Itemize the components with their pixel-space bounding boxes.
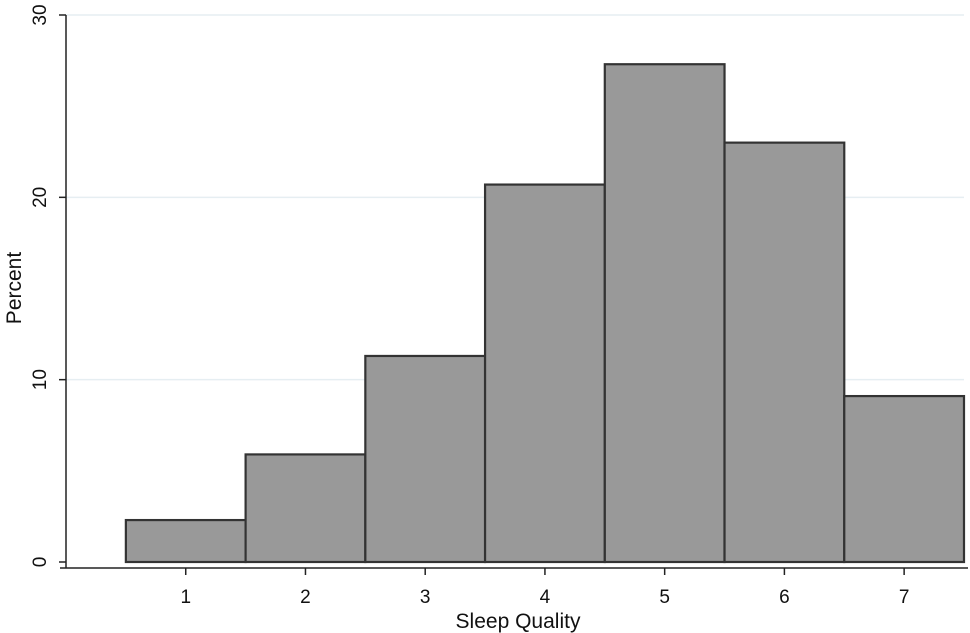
y-tick-label-0: 0 <box>30 557 51 568</box>
y-axis-title: Percent <box>3 252 26 325</box>
y-tick-label-10: 10 <box>30 369 51 390</box>
y-tick-label-20: 20 <box>30 187 51 208</box>
bar-4 <box>483 183 606 564</box>
x-tick-label-1: 1 <box>180 587 191 608</box>
axes <box>59 14 968 575</box>
x-axis-title: Sleep Quality <box>456 610 581 633</box>
bars <box>124 63 966 564</box>
bar-6 <box>723 141 846 564</box>
x-tick-label-7: 7 <box>899 587 910 608</box>
bar-2 <box>244 453 367 564</box>
x-tick-label-2: 2 <box>300 587 311 608</box>
bar-1 <box>124 518 247 564</box>
x-tick-label-6: 6 <box>779 587 790 608</box>
y-tick-label-30: 30 <box>30 4 51 25</box>
x-tick-label-3: 3 <box>420 587 431 608</box>
tick-labels: 0 10 20 30 1 2 3 4 5 6 7 <box>30 4 909 608</box>
bar-3 <box>364 354 487 564</box>
bar-5 <box>603 63 726 564</box>
bar-7 <box>843 394 966 564</box>
x-tick-label-4: 4 <box>540 587 551 608</box>
x-tick-label-5: 5 <box>659 587 670 608</box>
